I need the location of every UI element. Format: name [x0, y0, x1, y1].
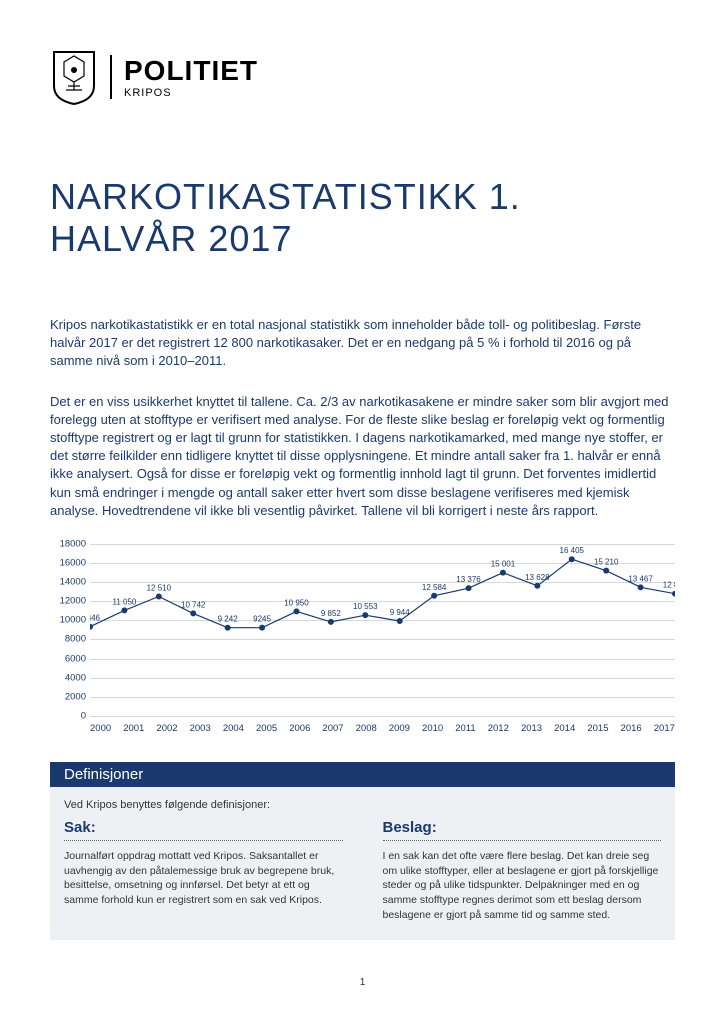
- x-tick-label: 2014: [554, 723, 575, 734]
- body-paragraph: Det er en viss usikkerhet knyttet til ta…: [50, 393, 675, 520]
- svg-text:13 628: 13 628: [525, 573, 550, 582]
- x-tick-label: 2008: [356, 723, 377, 734]
- x-tick-label: 2011: [455, 723, 475, 734]
- page-number: 1: [0, 977, 725, 988]
- x-tick-label: 2000: [90, 723, 111, 734]
- y-tick-label: 4000: [50, 672, 86, 683]
- svg-text:11 050: 11 050: [112, 597, 136, 606]
- y-tick-label: 14000: [50, 577, 86, 588]
- sak-body: Journalført oppdrag mottatt ved Kripos. …: [64, 849, 343, 908]
- svg-text:13 376: 13 376: [456, 575, 481, 584]
- x-tick-label: 2004: [223, 723, 244, 734]
- sak-title: Sak:: [64, 819, 343, 841]
- svg-text:15 210: 15 210: [594, 558, 619, 567]
- x-tick-label: 2006: [289, 723, 310, 734]
- beslag-title: Beslag:: [383, 819, 662, 841]
- svg-text:9 346: 9 346: [90, 614, 101, 623]
- logo-block: POLITIET KRIPOS: [50, 48, 675, 106]
- x-tick-label: 2017: [654, 723, 675, 734]
- svg-text:13 467: 13 467: [628, 574, 653, 583]
- definition-beslag: Beslag: I en sak kan det ofte være flere…: [383, 819, 662, 922]
- x-tick-label: 2005: [256, 723, 277, 734]
- svg-text:12 510: 12 510: [147, 583, 172, 592]
- svg-text:9 242: 9 242: [218, 615, 239, 624]
- y-tick-label: 12000: [50, 596, 86, 607]
- svg-text:9 852: 9 852: [321, 609, 342, 618]
- x-axis-labels: 2000 2001 2002 2003 2004 2005 2006 2007 2008 2009…: [90, 723, 675, 734]
- definition-sak: Sak: Journalført oppdrag mottatt ved Kri…: [64, 819, 343, 922]
- y-tick-label: 10000: [50, 615, 86, 626]
- beslag-body: I en sak kan det ofte være flere beslag.…: [383, 849, 662, 922]
- logo-sub-text: KRIPOS: [124, 87, 258, 99]
- definitions-panel: Definisjoner Ved Kripos benyttes følgend…: [50, 762, 675, 940]
- svg-text:10 950: 10 950: [284, 598, 309, 607]
- x-tick-label: 2010: [422, 723, 443, 734]
- x-tick-label: 2013: [521, 723, 542, 734]
- svg-text:10 742: 10 742: [181, 600, 206, 609]
- x-tick-label: 2002: [156, 723, 177, 734]
- definitions-intro: Ved Kripos benyttes følgende definisjone…: [50, 787, 675, 819]
- svg-text:9245: 9245: [253, 615, 271, 624]
- chart-canvas: 9 346 11 050 12 510 10 742 9 242 9245 10 950 9 …: [90, 544, 675, 716]
- svg-text:16 405: 16 405: [560, 546, 585, 555]
- y-tick-label: 6000: [50, 653, 86, 664]
- y-tick-label: 0: [50, 710, 86, 721]
- svg-text:10 553: 10 553: [353, 602, 378, 611]
- logo-main-text: POLITIET: [124, 55, 258, 87]
- y-tick-label: 8000: [50, 634, 86, 645]
- definitions-header: Definisjoner: [50, 762, 675, 787]
- svg-text:12 800: 12 800: [663, 581, 675, 590]
- y-tick-label: 18000: [50, 538, 86, 549]
- x-tick-label: 2016: [621, 723, 642, 734]
- svg-text:9 944: 9 944: [390, 608, 411, 617]
- x-tick-label: 2015: [587, 723, 608, 734]
- x-tick-label: 2007: [322, 723, 343, 734]
- svg-text:12 584: 12 584: [422, 583, 447, 592]
- x-tick-label: 2012: [488, 723, 509, 734]
- line-chart: 0200040006000800010000120001400016000180…: [50, 544, 675, 734]
- y-tick-label: 16000: [50, 557, 86, 568]
- x-tick-label: 2009: [389, 723, 410, 734]
- page-title: NARKOTIKASTATISTIKK 1. HALVÅR 2017: [50, 176, 675, 260]
- x-tick-label: 2003: [190, 723, 211, 734]
- y-tick-label: 2000: [50, 691, 86, 702]
- crest-icon: [50, 48, 98, 106]
- svg-text:15 001: 15 001: [491, 560, 516, 569]
- x-tick-label: 2001: [123, 723, 144, 734]
- intro-paragraph: Kripos narkotikastatistikk er en total n…: [50, 316, 675, 371]
